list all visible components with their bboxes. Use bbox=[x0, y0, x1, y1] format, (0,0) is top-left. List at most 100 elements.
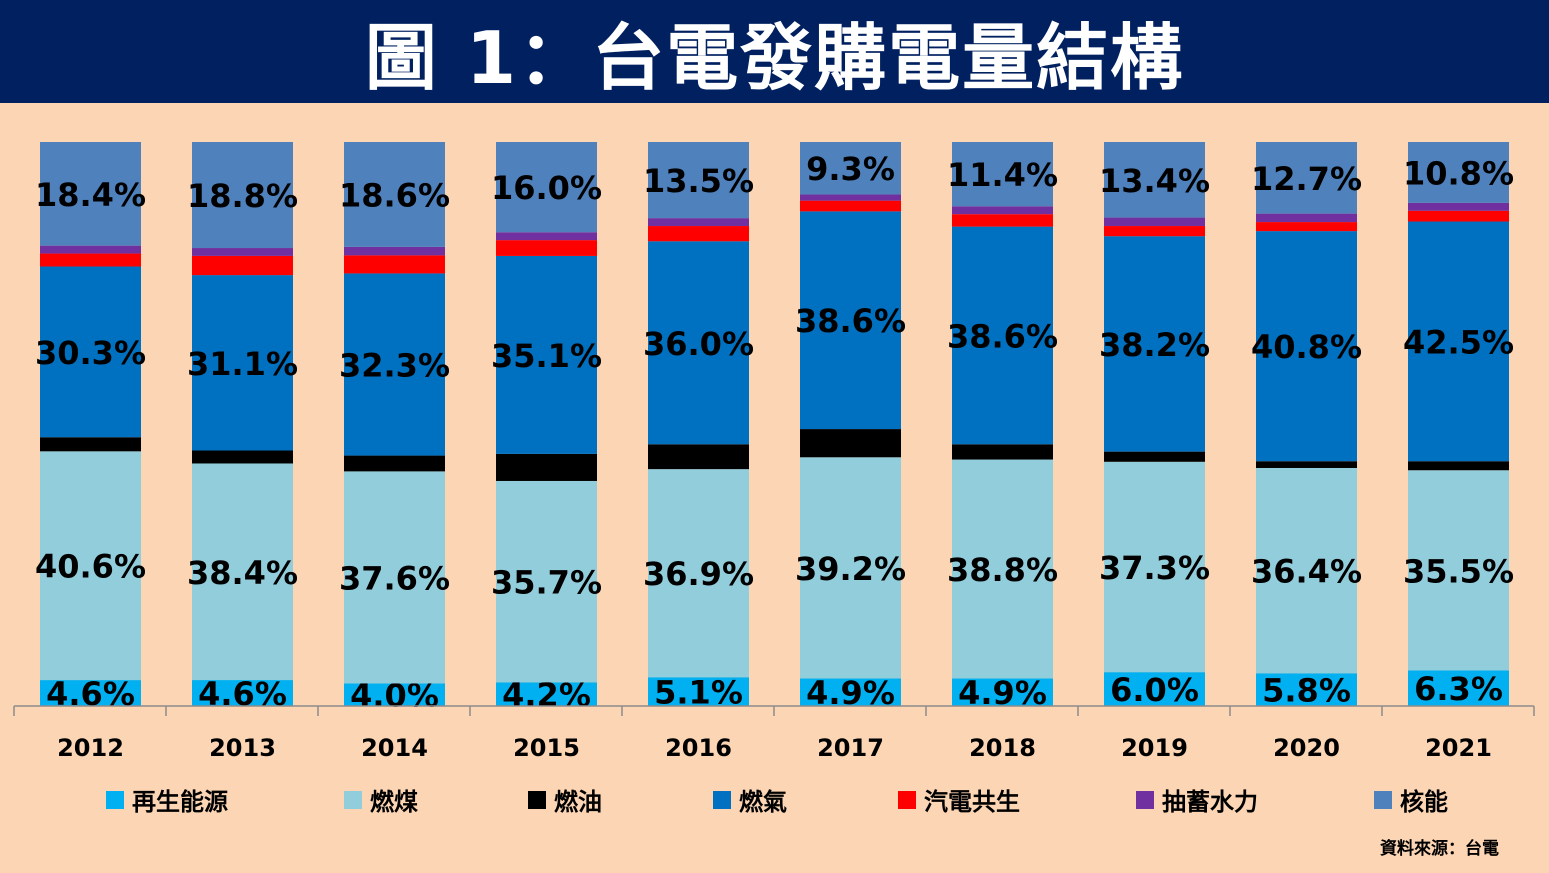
bar-segment-2014-6 bbox=[344, 142, 445, 247]
legend-swatch bbox=[344, 790, 362, 809]
data-label: 18.4% bbox=[35, 176, 146, 214]
x-tick-label: 2016 bbox=[665, 734, 732, 762]
bar-segment-2017-0 bbox=[800, 678, 901, 706]
bar-segment-2014-4 bbox=[344, 255, 445, 274]
data-label: 35.7% bbox=[491, 564, 602, 602]
data-label: 5.8% bbox=[1262, 672, 1351, 710]
bar-segment-2017-5 bbox=[800, 194, 901, 201]
bar-segment-2020-2 bbox=[1256, 461, 1357, 468]
legend-swatch bbox=[1374, 790, 1392, 809]
bar-segment-2017-3 bbox=[800, 211, 901, 430]
bar-segment-2015-6 bbox=[496, 142, 597, 233]
bar-segment-2019-6 bbox=[1104, 142, 1205, 218]
bar-segment-2012-2 bbox=[40, 437, 141, 452]
bar-segment-2019-4 bbox=[1104, 226, 1205, 237]
bar-segment-2019-1 bbox=[1104, 461, 1205, 673]
legend-label: 再生能源 bbox=[132, 788, 228, 816]
legend-item: 燃油 bbox=[528, 782, 602, 817]
x-tick-label: 2020 bbox=[1273, 734, 1340, 762]
legend-item: 燃氣 bbox=[713, 782, 787, 817]
bar-segment-2014-1 bbox=[344, 471, 445, 684]
data-label: 36.0% bbox=[643, 325, 754, 363]
bar-segment-2020-6 bbox=[1256, 142, 1357, 214]
data-label: 40.8% bbox=[1251, 328, 1362, 366]
legend-label: 抽蓄水力 bbox=[1162, 788, 1258, 816]
bar-segment-2014-3 bbox=[344, 273, 445, 456]
bar-segment-2017-4 bbox=[800, 200, 901, 212]
bar-segment-2018-1 bbox=[952, 459, 1053, 679]
bar-segment-2012-3 bbox=[40, 266, 141, 438]
legend-label: 燃氣 bbox=[739, 788, 787, 816]
x-tick-label: 2017 bbox=[817, 734, 884, 762]
bar-segment-2018-6 bbox=[952, 142, 1053, 207]
bar-segment-2019-5 bbox=[1104, 217, 1205, 227]
data-label: 35.1% bbox=[491, 337, 602, 375]
bar-segment-2020-4 bbox=[1256, 222, 1357, 232]
bar-segment-2013-1 bbox=[192, 463, 293, 681]
legend-item: 再生能源 bbox=[106, 782, 228, 817]
bar-segment-2016-6 bbox=[648, 142, 749, 219]
data-label: 37.3% bbox=[1099, 549, 1210, 587]
bar-segment-2012-1 bbox=[40, 451, 141, 681]
data-label: 16.0% bbox=[491, 169, 602, 207]
legend-item: 核能 bbox=[1374, 782, 1448, 817]
bar-segment-2016-5 bbox=[648, 218, 749, 227]
data-label: 4.6% bbox=[198, 675, 287, 713]
bar-segment-2015-4 bbox=[496, 240, 597, 256]
data-label: 13.5% bbox=[643, 162, 754, 200]
bar-segment-2015-2 bbox=[496, 453, 597, 481]
bar-segment-2014-2 bbox=[344, 455, 445, 472]
bar-segment-2015-5 bbox=[496, 232, 597, 241]
x-tick-label: 2019 bbox=[1121, 734, 1188, 762]
bar-segment-2014-0 bbox=[344, 683, 445, 706]
bar-segment-2018-3 bbox=[952, 226, 1053, 445]
bar-segment-2016-4 bbox=[648, 226, 749, 242]
data-label: 36.9% bbox=[643, 555, 754, 593]
bar-segment-2020-0 bbox=[1256, 673, 1357, 706]
legend-label: 燃油 bbox=[554, 788, 602, 816]
bar-segment-2013-6 bbox=[192, 142, 293, 249]
legend-item: 汽電共生 bbox=[898, 782, 1020, 817]
bar-segment-2016-1 bbox=[648, 469, 749, 678]
source-note: 資料來源：台電 bbox=[1380, 839, 1499, 859]
bar-segment-2021-4 bbox=[1408, 210, 1509, 222]
data-label: 37.6% bbox=[339, 559, 450, 597]
legend-label: 核能 bbox=[1400, 788, 1448, 816]
data-label: 38.2% bbox=[1099, 326, 1210, 364]
bar-segment-2016-3 bbox=[648, 241, 749, 445]
bar-segment-2021-3 bbox=[1408, 221, 1509, 462]
data-label: 6.3% bbox=[1414, 670, 1503, 708]
data-label: 9.3% bbox=[806, 150, 895, 188]
chart-title: 圖 1：台電發購電量結構 bbox=[364, 16, 1185, 100]
bar-segment-2015-0 bbox=[496, 682, 597, 706]
x-tick-label: 2015 bbox=[513, 734, 580, 762]
legend-swatch bbox=[898, 790, 916, 809]
data-label: 38.6% bbox=[947, 317, 1058, 355]
bar-segment-2013-3 bbox=[192, 275, 293, 451]
legend-label: 燃煤 bbox=[370, 788, 418, 816]
data-label: 36.4% bbox=[1251, 553, 1362, 591]
bar-segment-2019-0 bbox=[1104, 672, 1205, 706]
bar-segment-2017-2 bbox=[800, 429, 901, 458]
data-label: 31.1% bbox=[187, 345, 298, 383]
legend: 再生能源 燃煤 燃油 燃氣 汽電共生 抽蓄水力 核能 bbox=[0, 782, 1549, 816]
data-label: 38.6% bbox=[795, 302, 906, 340]
data-label: 4.2% bbox=[502, 676, 591, 714]
bar-segment-2020-1 bbox=[1256, 467, 1357, 674]
data-label: 18.6% bbox=[339, 176, 450, 214]
bar-segment-2012-6 bbox=[40, 142, 141, 246]
x-tick-label: 2012 bbox=[57, 734, 124, 762]
data-label: 30.3% bbox=[35, 334, 146, 372]
data-label: 10.8% bbox=[1403, 154, 1514, 192]
bar-segment-2012-0 bbox=[40, 680, 141, 706]
legend-item: 抽蓄水力 bbox=[1136, 782, 1258, 817]
data-label: 12.7% bbox=[1251, 160, 1362, 198]
data-label: 18.8% bbox=[187, 177, 298, 215]
bar-segment-2013-5 bbox=[192, 248, 293, 256]
legend-swatch bbox=[528, 790, 546, 809]
data-label: 38.4% bbox=[187, 554, 298, 592]
title-banner: 圖 1：台電發購電量結構 bbox=[0, 0, 1549, 103]
legend-item: 燃煤 bbox=[344, 782, 418, 817]
data-label: 39.2% bbox=[795, 550, 906, 588]
